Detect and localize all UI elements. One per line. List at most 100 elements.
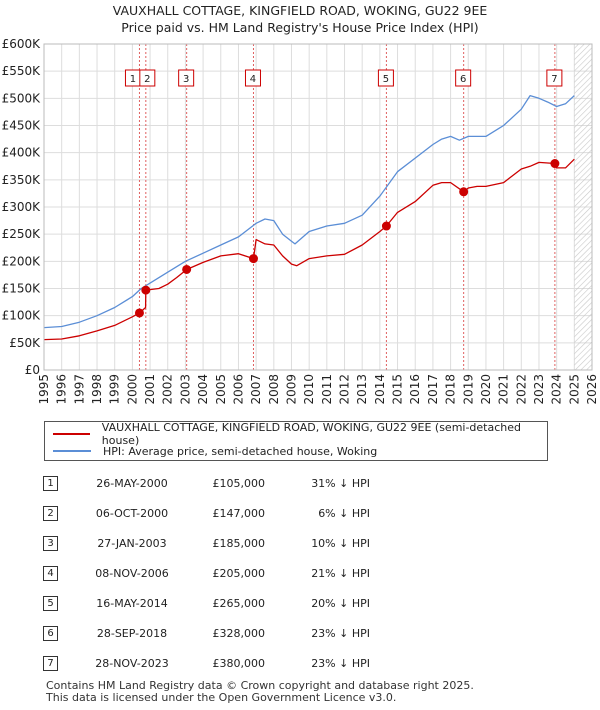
x-tick-label: 2000 (125, 374, 139, 405)
y-tick-label: £500K (2, 91, 42, 105)
sale-date: 08-NOV-2006 (95, 567, 169, 580)
table-row: 4 08-NOV-2006 £205,000 21% ↓ HPI (0, 560, 600, 590)
x-tick-label: 2022 (514, 374, 528, 405)
chart-title: VAUXHALL COTTAGE, KINGFIELD ROAD, WOKING… (112, 3, 488, 18)
y-tick-label: £550K (2, 64, 42, 78)
x-tick-label: 1999 (108, 374, 122, 405)
x-tick-label: 2015 (391, 374, 405, 405)
plot-border (43, 43, 593, 371)
sale-hpi-diff: 10% ↓ HPI (311, 537, 370, 550)
x-tick-label: 2017 (426, 374, 440, 405)
sale-date: 26-MAY-2000 (96, 477, 168, 490)
x-tick-label: 2002 (161, 374, 175, 405)
sale-point (248, 254, 258, 264)
sale-point (381, 221, 391, 231)
table-row: 7 28-NOV-2023 £380,000 23% ↓ HPI (0, 650, 600, 680)
sale-point (182, 264, 192, 274)
table-row: 1 26-MAY-2000 £105,000 31% ↓ HPI (0, 470, 600, 500)
table-row: 3 27-JAN-2003 £185,000 10% ↓ HPI (0, 530, 600, 560)
sale-date: 16-MAY-2014 (96, 597, 168, 610)
y-tick-label: £450K (2, 119, 42, 133)
x-tick-label: 2024 (550, 374, 564, 405)
legend-entry-hpi: HPI: Average price, semi-detached house,… (53, 443, 377, 459)
sale-number: 7 (43, 656, 58, 671)
sale-date: 28-SEP-2018 (96, 627, 168, 640)
x-tick-label: 2025 (567, 374, 581, 405)
x-tick-label: 2019 (461, 374, 475, 405)
sale-number-label: 3 (183, 74, 189, 85)
table-row: 5 16-MAY-2014 £265,000 20% ↓ HPI (0, 590, 600, 620)
sale-number: 1 (43, 476, 58, 491)
sale-date: 28-NOV-2023 (95, 657, 169, 670)
legend-label-property: VAUXHALL COTTAGE, KINGFIELD ROAD, WOKING… (101, 421, 522, 447)
sale-price: £147,000 (212, 507, 266, 520)
y-tick-label: £50K (9, 336, 41, 350)
sale-hpi-diff: 20% ↓ HPI (311, 597, 370, 610)
sale-price: £380,000 (212, 657, 266, 670)
x-tick-label: 2016 (408, 374, 422, 405)
legend-label-hpi: HPI: Average price, semi-detached house,… (103, 444, 378, 458)
sale-price: £105,000 (212, 477, 266, 490)
chart-subtitle: Price paid vs. HM Land Registry's House … (121, 20, 479, 35)
sale-hpi-diff: 31% ↓ HPI (311, 477, 370, 490)
x-tick-label: 1995 (37, 374, 51, 405)
x-tick-label: 2014 (373, 374, 387, 405)
x-tick-label: 2023 (532, 374, 546, 405)
sale-number-box (455, 69, 472, 87)
y-tick-label: £200K (2, 254, 42, 268)
x-tick-label: 1996 (55, 374, 69, 405)
table-row: 6 28-SEP-2018 £328,000 23% ↓ HPI (0, 620, 600, 650)
sale-number-label: 1 (130, 74, 136, 85)
sale-point (550, 159, 560, 169)
sale-number: 3 (43, 536, 58, 551)
sale-number-box (377, 69, 394, 87)
x-tick-label: 2012 (338, 374, 352, 405)
series-line-property (43, 158, 575, 341)
chart-legend: VAUXHALL COTTAGE, KINGFIELD ROAD, WOKING… (44, 421, 548, 461)
y-tick-label: £400K (2, 146, 42, 160)
x-tick-label: 2007 (249, 374, 263, 405)
x-tick-label: 2018 (444, 374, 458, 405)
footer-copyright: Contains HM Land Registry data © Crown c… (46, 679, 474, 692)
sale-hpi-diff: 23% ↓ HPI (311, 657, 370, 670)
sale-date: 27-JAN-2003 (97, 537, 167, 550)
sale-number-label: 2 (144, 74, 150, 85)
table-row: 2 06-OCT-2000 £147,000 6% ↓ HPI (0, 500, 600, 530)
y-tick-label: £350K (2, 173, 42, 187)
x-tick-label: 2011 (320, 374, 334, 405)
x-tick-label: 1997 (72, 374, 86, 405)
legend-swatch-property (53, 433, 90, 435)
x-tick-label: 2005 (214, 374, 228, 405)
sale-number-box (244, 69, 261, 87)
x-tick-label: 2013 (355, 374, 369, 405)
y-tick-label: £250K (2, 227, 42, 241)
x-tick-label: 1998 (90, 374, 104, 405)
sale-point (141, 285, 151, 295)
y-tick-label: £150K (2, 282, 42, 296)
y-tick-label: £600K (2, 37, 42, 51)
x-tick-label: 2003 (178, 374, 192, 405)
x-tick-label: 2020 (479, 374, 493, 405)
sale-number: 5 (43, 596, 58, 611)
sale-number: 2 (43, 506, 58, 521)
sale-price: £328,000 (212, 627, 266, 640)
sale-number: 4 (43, 566, 58, 581)
sale-point (459, 187, 469, 197)
x-tick-label: 2009 (284, 374, 298, 405)
sale-number-box (178, 69, 195, 87)
sale-hpi-diff: 6% ↓ HPI (318, 507, 370, 520)
sale-hpi-diff: 23% ↓ HPI (311, 627, 370, 640)
x-tick-label: 2006 (231, 374, 245, 405)
sale-number-label: 7 (551, 74, 557, 85)
sale-number-label: 5 (383, 74, 389, 85)
y-tick-label: £0 (25, 363, 40, 377)
sale-number-box (546, 69, 563, 87)
x-tick-label: 2004 (196, 374, 210, 405)
x-tick-label: 2026 (585, 374, 599, 405)
x-tick-label: 2010 (302, 374, 316, 405)
sale-point (134, 308, 144, 318)
sale-price: £205,000 (212, 567, 266, 580)
x-tick-label: 2008 (267, 374, 281, 405)
legend-entry-property: VAUXHALL COTTAGE, KINGFIELD ROAD, WOKING… (53, 421, 547, 447)
